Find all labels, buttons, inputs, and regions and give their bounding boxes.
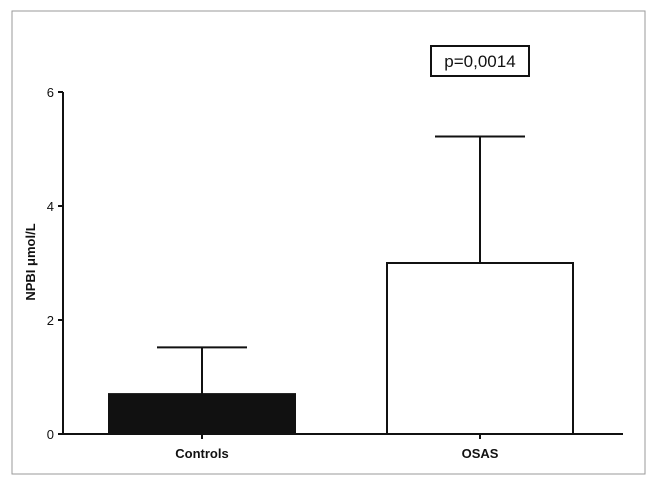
y-axis-title: NPBI μmol/L xyxy=(23,223,38,300)
annotation-text: p=0,0014 xyxy=(444,52,515,71)
bar xyxy=(386,262,574,435)
x-category-label: Controls xyxy=(175,446,228,461)
annotation-box xyxy=(430,45,530,77)
y-tick-label: 0 xyxy=(47,427,54,442)
p-value-annotation: p=0,0014 xyxy=(430,45,530,77)
y-tick-label: 6 xyxy=(47,85,54,100)
plot-area: 0 2 4 6 Controls OSAS xyxy=(47,85,623,461)
x-category-label: OSAS xyxy=(462,446,499,461)
y-tick-label: 4 xyxy=(47,199,54,214)
y-tick-label: 2 xyxy=(47,313,54,328)
figure-border xyxy=(11,10,646,475)
bar xyxy=(108,393,296,436)
